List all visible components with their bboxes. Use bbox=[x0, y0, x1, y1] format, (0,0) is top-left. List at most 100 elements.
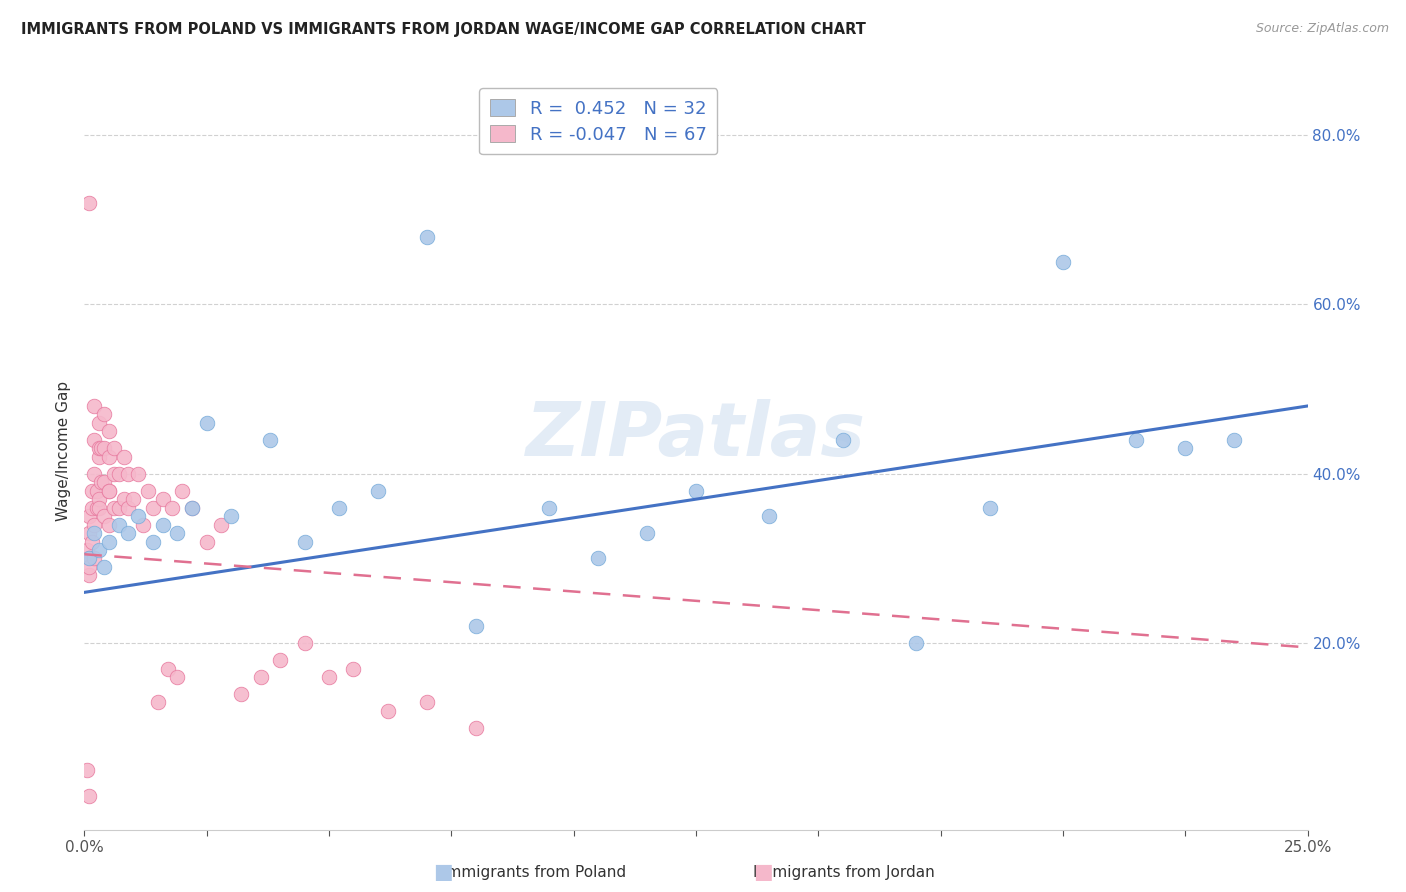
Point bbox=[181, 500, 204, 515]
Point bbox=[1174, 442, 1197, 456]
Point bbox=[294, 534, 316, 549]
Point bbox=[905, 636, 928, 650]
Point bbox=[117, 467, 139, 481]
Point bbox=[377, 704, 399, 718]
Point bbox=[76, 543, 98, 558]
Point bbox=[80, 483, 103, 498]
Point bbox=[112, 492, 135, 507]
Point bbox=[97, 425, 120, 439]
Point bbox=[87, 492, 110, 507]
Point bbox=[209, 517, 232, 532]
Point bbox=[87, 543, 110, 558]
Point bbox=[97, 450, 120, 464]
Point bbox=[162, 500, 184, 515]
Point bbox=[117, 526, 139, 541]
Point bbox=[77, 526, 100, 541]
Point bbox=[122, 492, 145, 507]
Point bbox=[328, 500, 350, 515]
Point bbox=[136, 483, 159, 498]
Y-axis label: Wage/Income Gap: Wage/Income Gap bbox=[56, 380, 72, 521]
Point bbox=[464, 721, 486, 735]
Point bbox=[77, 789, 100, 803]
Point bbox=[80, 534, 103, 549]
Point bbox=[636, 526, 658, 541]
Point bbox=[87, 442, 110, 456]
Text: Immigrants from Poland: Immigrants from Poland bbox=[443, 865, 626, 880]
Point bbox=[166, 670, 188, 684]
Point bbox=[107, 467, 129, 481]
Point bbox=[93, 560, 115, 574]
Text: IMMIGRANTS FROM POLAND VS IMMIGRANTS FROM JORDAN WAGE/INCOME GAP CORRELATION CHA: IMMIGRANTS FROM POLAND VS IMMIGRANTS FRO… bbox=[21, 22, 866, 37]
Point bbox=[86, 500, 108, 515]
Point bbox=[152, 517, 174, 532]
Point bbox=[83, 517, 105, 532]
Point bbox=[83, 551, 105, 566]
Point bbox=[979, 500, 1001, 515]
Point bbox=[1052, 255, 1074, 269]
Point bbox=[586, 551, 609, 566]
Point bbox=[367, 483, 389, 498]
Point bbox=[117, 500, 139, 515]
Point bbox=[1125, 433, 1147, 447]
Point bbox=[77, 509, 100, 524]
Point bbox=[132, 517, 155, 532]
Point bbox=[318, 670, 340, 684]
Point bbox=[77, 195, 100, 210]
Point bbox=[342, 662, 364, 676]
Point bbox=[152, 492, 174, 507]
Point bbox=[87, 416, 110, 430]
Point bbox=[249, 670, 271, 684]
Point bbox=[107, 517, 129, 532]
Point bbox=[97, 534, 120, 549]
Point bbox=[127, 467, 149, 481]
Point bbox=[259, 433, 281, 447]
Point bbox=[294, 636, 316, 650]
Point bbox=[112, 450, 135, 464]
Point bbox=[76, 764, 98, 778]
Point bbox=[142, 500, 165, 515]
Point bbox=[77, 568, 100, 582]
Point bbox=[87, 500, 110, 515]
Point bbox=[93, 509, 115, 524]
Point bbox=[83, 399, 105, 413]
Point bbox=[86, 483, 108, 498]
Point bbox=[103, 467, 125, 481]
Point bbox=[93, 475, 115, 490]
Text: Source: ZipAtlas.com: Source: ZipAtlas.com bbox=[1256, 22, 1389, 36]
Text: ZIPatlas: ZIPatlas bbox=[526, 399, 866, 472]
Point bbox=[103, 442, 125, 456]
Point bbox=[229, 687, 252, 701]
Point bbox=[416, 696, 439, 710]
Legend: R =  0.452   N = 32, R = -0.047   N = 67: R = 0.452 N = 32, R = -0.047 N = 67 bbox=[479, 88, 717, 154]
Point bbox=[195, 534, 218, 549]
Point bbox=[77, 551, 100, 566]
Point bbox=[127, 509, 149, 524]
Point bbox=[97, 517, 120, 532]
Point bbox=[758, 509, 780, 524]
Point bbox=[93, 442, 115, 456]
Point bbox=[83, 526, 105, 541]
Point bbox=[77, 560, 100, 574]
Point bbox=[269, 653, 291, 667]
Point bbox=[97, 483, 120, 498]
Point bbox=[166, 526, 188, 541]
Point bbox=[464, 619, 486, 633]
Point bbox=[146, 696, 169, 710]
Point bbox=[181, 500, 204, 515]
Point bbox=[90, 475, 112, 490]
Point bbox=[80, 500, 103, 515]
Point bbox=[1223, 433, 1246, 447]
Point bbox=[107, 500, 129, 515]
Point bbox=[416, 229, 439, 244]
Point bbox=[87, 450, 110, 464]
Point bbox=[195, 416, 218, 430]
Point bbox=[156, 662, 179, 676]
Point bbox=[831, 433, 853, 447]
Point bbox=[103, 500, 125, 515]
Text: ■: ■ bbox=[433, 863, 453, 882]
Point bbox=[77, 551, 100, 566]
Text: ■: ■ bbox=[754, 863, 773, 882]
Text: Immigrants from Jordan: Immigrants from Jordan bbox=[752, 865, 935, 880]
Point bbox=[219, 509, 242, 524]
Point bbox=[93, 408, 115, 422]
